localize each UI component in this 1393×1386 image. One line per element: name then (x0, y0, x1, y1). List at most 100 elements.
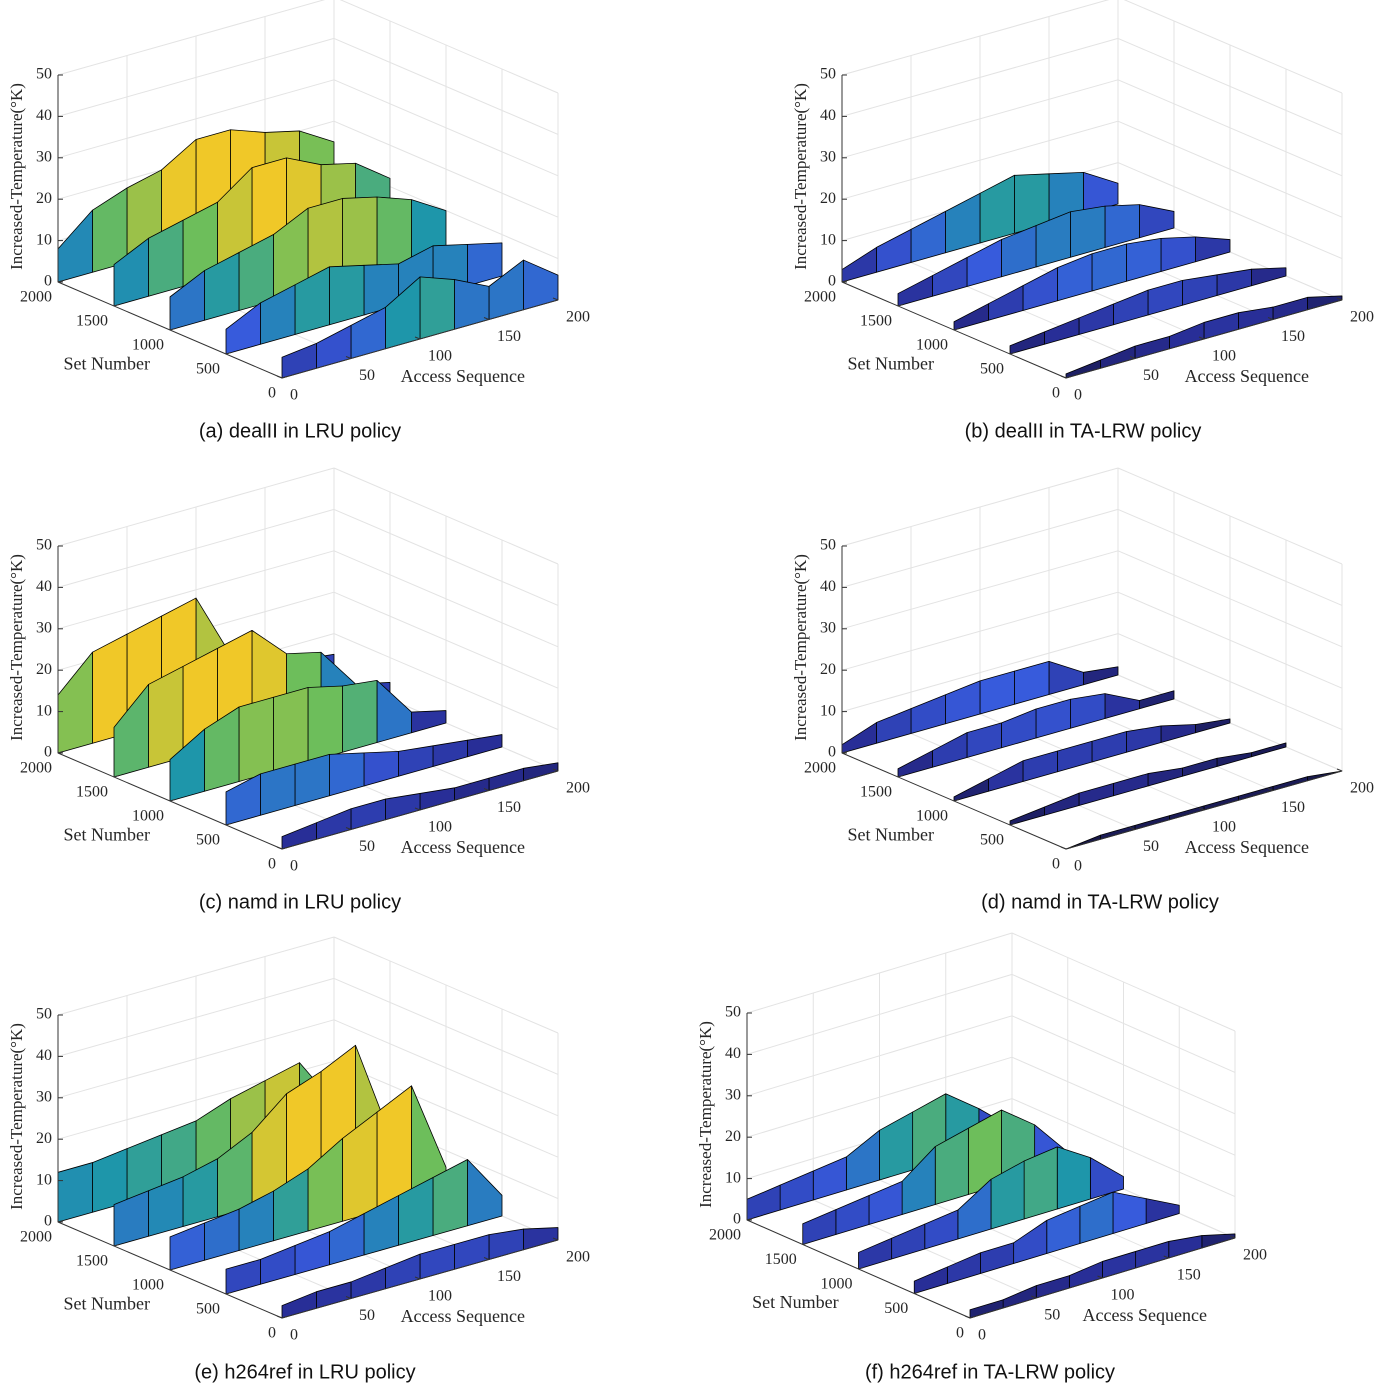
grid-line (1011, 973, 1236, 1073)
z-tick-label: 30 (725, 1086, 741, 1103)
y-tick-label: 1000 (132, 1277, 164, 1294)
surface-cell (1251, 742, 1287, 758)
surface-cell (1048, 660, 1084, 695)
x-axis-label: Access Sequence (1185, 837, 1309, 857)
grid-line (1117, 550, 1343, 648)
grid-line (1117, 162, 1343, 260)
x-tick-label: 0 (290, 387, 298, 404)
surface-cell (398, 745, 434, 777)
x-tick-label: 100 (1212, 348, 1236, 365)
surface-cell (432, 739, 468, 767)
grid-line (1011, 1056, 1236, 1156)
grid-line (1117, 633, 1343, 731)
grid-line (333, 633, 559, 731)
grid-line (333, 550, 559, 648)
z-axis-label: Increased-Temperature(°K) (696, 1021, 715, 1208)
surface-cell (988, 285, 1024, 321)
z-axis-label: Increased-Temperature(°K) (791, 554, 810, 741)
y-tick-label: 2000 (804, 289, 836, 306)
grid-line (746, 973, 1013, 1055)
x-tick (276, 1315, 283, 1319)
y-tick (1065, 376, 1072, 379)
surface-cell (467, 734, 503, 758)
z-tick-label: 40 (820, 578, 836, 595)
surface-cell (1070, 693, 1106, 729)
x-tick-label: 150 (1281, 328, 1305, 345)
z-tick-label: 20 (36, 190, 52, 207)
x-tick-label: 100 (1212, 819, 1236, 836)
x-tick-label: 50 (1143, 367, 1159, 384)
surface-cell (891, 1223, 926, 1260)
surface-cell (802, 1209, 837, 1245)
surface-cell (1134, 335, 1170, 359)
surface-cell (419, 787, 455, 811)
y-tick (225, 823, 232, 826)
grid-line (1011, 1098, 1236, 1198)
x-tick (1198, 807, 1205, 811)
grid-line (333, 467, 559, 565)
grid-line (57, 79, 335, 159)
surface-cell (1078, 782, 1114, 806)
surface-cell (1113, 289, 1149, 326)
surface-cell (238, 696, 274, 782)
y-tick-label: 0 (268, 385, 276, 402)
x-tick-label: 200 (566, 309, 590, 326)
surface-cell (966, 722, 1002, 758)
y-tick (1009, 823, 1016, 826)
grid-line (1117, 508, 1343, 606)
surface-cell (1022, 750, 1058, 782)
y-tick (57, 751, 64, 754)
y-tick-label: 1500 (76, 1253, 108, 1270)
x-tick (483, 788, 490, 791)
grid-line (333, 508, 559, 606)
grid-line (1117, 37, 1343, 135)
x-tick-label: 200 (1350, 309, 1374, 326)
y-axis-label: Set Number (64, 824, 150, 844)
y-tick (914, 1291, 920, 1294)
surface-cell (454, 777, 490, 801)
z-axis-label: Increased-Temperature(°K) (7, 83, 26, 270)
surface-cell (858, 1237, 893, 1270)
y-tick (57, 1220, 64, 1223)
y-tick (113, 304, 120, 307)
y-tick-label: 500 (196, 1301, 220, 1318)
grid-line (841, 633, 1119, 713)
grid-line (746, 1056, 1013, 1138)
z-tick-label: 10 (36, 231, 52, 248)
grid-line (333, 120, 559, 218)
grid-line (57, 0, 326, 76)
x-axis-label: Access Sequence (1083, 1305, 1207, 1325)
z-tick-label: 10 (820, 702, 836, 719)
y-tick-label: 1500 (76, 313, 108, 330)
surface-cell (988, 760, 1024, 792)
caption: (e) h264ref in LRU policy (194, 1361, 415, 1383)
surface-cell (876, 708, 912, 744)
x-tick-label: 50 (359, 367, 375, 384)
surface-cell (307, 685, 343, 763)
surface-cell (779, 1170, 814, 1211)
x-tick-label: 50 (1143, 838, 1159, 855)
z-tick-label: 10 (36, 702, 52, 719)
y-tick (169, 1268, 176, 1271)
grid-line (57, 936, 335, 1016)
grid-line (339, 0, 559, 94)
surface-cell (1044, 792, 1080, 816)
grid-line (841, 467, 1119, 547)
z-tick-label: 30 (36, 619, 52, 636)
x-tick-label: 100 (428, 348, 452, 365)
y-tick-label: 500 (980, 832, 1004, 849)
x-tick-label: 0 (1074, 387, 1082, 404)
y-tick (113, 775, 120, 778)
surface-cell (316, 324, 352, 369)
x-tick-label: 50 (1044, 1307, 1060, 1324)
x-tick-label: 150 (1281, 799, 1305, 816)
y-tick (1009, 352, 1016, 355)
surface-cell (523, 762, 559, 782)
x-axis-label: Access Sequence (401, 837, 525, 857)
surface-cell (1203, 795, 1239, 811)
surface-cell (1147, 280, 1183, 316)
x-tick-label: 100 (428, 819, 452, 836)
surface-cell (945, 192, 981, 254)
surface-cell (467, 242, 503, 287)
surface-cell (281, 822, 317, 850)
